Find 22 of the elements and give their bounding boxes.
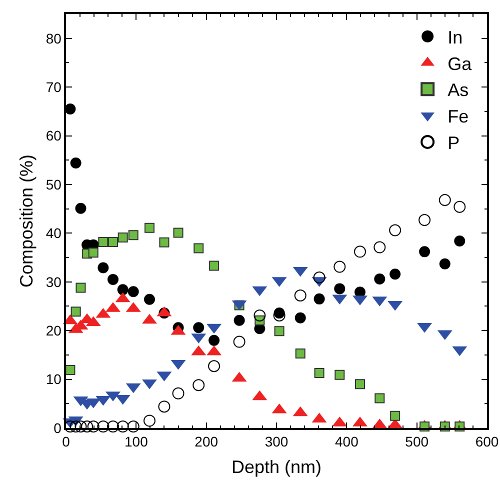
x-tick-label: 100 <box>124 434 148 450</box>
legend-label: Ga <box>448 54 473 74</box>
y-axis-title: Composition (%) <box>16 154 37 288</box>
x-tick-label: 300 <box>264 434 288 450</box>
y-tick-label: 30 <box>46 274 62 290</box>
y-tick-label: 80 <box>46 30 62 46</box>
x-tick-label: 400 <box>334 434 359 450</box>
y-tick-label: 60 <box>46 128 62 144</box>
legend-label: In <box>448 27 463 48</box>
y-tick-label: 10 <box>46 371 62 388</box>
legend-label: As <box>448 80 469 100</box>
legend-label: Fe <box>448 106 469 127</box>
y-tick-label: 70 <box>46 78 62 95</box>
y-tick-label: 40 <box>46 225 62 242</box>
y-tick-label: 0 <box>54 420 62 436</box>
x-tick-label: 600 <box>475 434 499 450</box>
y-tick-label: 20 <box>46 322 62 338</box>
legend-label: P <box>448 132 460 153</box>
x-axis-title: Depth (nm) <box>231 457 322 478</box>
x-tick-label: 500 <box>405 434 429 450</box>
x-tick-label: 200 <box>194 434 218 450</box>
y-tick-label: 50 <box>46 176 62 192</box>
